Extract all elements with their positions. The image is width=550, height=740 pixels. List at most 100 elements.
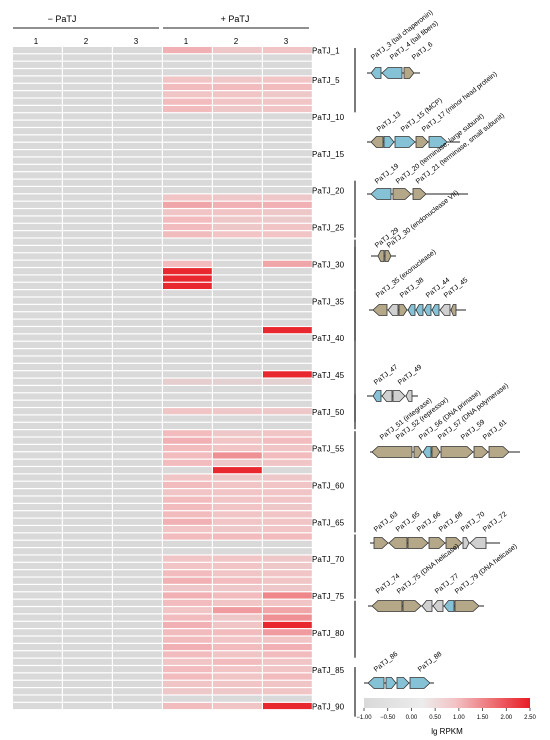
heatmap-cell (13, 680, 62, 687)
heatmap-cell (13, 245, 62, 253)
heatmap-cell (13, 481, 62, 488)
heatmap-cell (163, 386, 212, 393)
heatmap-cell (263, 157, 312, 164)
gene-arrow (383, 136, 395, 148)
heatmap-cell (213, 540, 262, 547)
heatmap-cell (13, 621, 62, 629)
scale-tick-label: 1.50 (477, 715, 489, 721)
heatmap-cell (213, 172, 262, 179)
heatmap-cell (13, 540, 62, 547)
heatmap-cell (263, 216, 312, 223)
heatmap-cell (263, 209, 312, 216)
gene-arrow (450, 304, 457, 316)
heatmap-cell (113, 312, 162, 319)
heatmap-cell (263, 268, 312, 275)
heatmap-cell (13, 327, 62, 334)
heatmap-cell (13, 422, 62, 430)
scale-tick-label: −1.00 (356, 715, 372, 721)
heatmap-cell (213, 503, 262, 511)
heatmap-cell (13, 607, 62, 614)
heatmap-cell (13, 312, 62, 319)
heatmap-cell (13, 577, 62, 584)
heatmap-cell (213, 187, 262, 194)
heatmap-cell (263, 113, 312, 120)
color-scale-title: lg RPKM (431, 727, 463, 736)
row-label: PaTJ_5 (312, 76, 340, 85)
heatmap-cell (213, 607, 262, 614)
heatmap-cell (63, 297, 112, 304)
heatmap-cell (263, 356, 312, 363)
heatmap-cell (163, 408, 212, 415)
gene-label: PaTJ_75 (DNA helicase) (396, 543, 461, 596)
gene-label: PaTJ_72 (482, 511, 508, 534)
heatmap-cell (213, 481, 262, 488)
heatmap-cell (13, 150, 62, 157)
heatmap-cell (213, 223, 262, 231)
heatmap-cell (263, 54, 312, 61)
heatmap-cell (213, 636, 262, 643)
heatmap-cell (213, 651, 262, 658)
heatmap-cell (163, 489, 212, 496)
heatmap-cell (163, 562, 212, 570)
heatmap-cell (263, 533, 312, 540)
heatmap-cell (63, 83, 112, 91)
heatmap-cell (213, 47, 262, 54)
heatmap-cell (163, 334, 212, 341)
heatmap-cell (163, 474, 212, 481)
heatmap-cell (63, 356, 112, 363)
gene-arrow (415, 136, 429, 148)
heatmap-cell (163, 83, 212, 91)
row-label: PaTJ_60 (312, 482, 345, 491)
heatmap-cell (13, 518, 62, 525)
heatmap-cell (113, 179, 162, 186)
heatmap-cell (163, 238, 212, 245)
row-label: PaTJ_45 (312, 371, 345, 380)
heatmap-cell (63, 223, 112, 231)
heatmap-cell (163, 157, 212, 164)
heatmap-cell (263, 135, 312, 142)
heatmap-cell (113, 253, 162, 260)
group-headers: − PaTJ + PaTJ 1 2 3 1 2 3 (13, 14, 309, 46)
heatmap-cell (113, 349, 162, 356)
heatmap-cell (263, 142, 312, 149)
heatmap-cell (63, 585, 112, 592)
heatmap-cell (63, 481, 112, 488)
heatmap-cell (113, 290, 162, 297)
heatmap-cell (13, 496, 62, 503)
gene-arrow (403, 67, 415, 79)
heatmap-cell (13, 231, 62, 238)
heatmap-cell (163, 570, 212, 577)
heatmap-cell (63, 629, 112, 636)
heatmap-cell (63, 304, 112, 312)
heatmap-cell (263, 430, 312, 437)
heatmap-cell (163, 194, 212, 201)
heatmap-cell (13, 562, 62, 570)
heatmap-cell (213, 231, 262, 238)
heatmap-cell (13, 142, 62, 149)
heatmap-cell (163, 400, 212, 407)
heatmap-cell (63, 371, 112, 378)
heatmap-cell (63, 408, 112, 415)
heatmap-cell (113, 585, 162, 592)
row-label: PaTJ_75 (312, 592, 345, 601)
heatmap-cell (13, 157, 62, 164)
heatmap-cell (213, 349, 262, 356)
heatmap-cell (63, 179, 112, 186)
heatmap-cell (13, 238, 62, 245)
minus-group-label: − PaTJ (48, 14, 77, 24)
heatmap-cell (113, 481, 162, 488)
heatmap-cell (263, 452, 312, 459)
heatmap-cell (113, 666, 162, 673)
heatmap-cell (213, 585, 262, 592)
heatmap-cell (13, 459, 62, 466)
gene-arrow (422, 446, 432, 458)
heatmap-cell (163, 452, 212, 459)
heatmap-cell (13, 297, 62, 304)
heatmap-cell (263, 290, 312, 297)
heatmap-cell (263, 201, 312, 208)
heatmap-cell (113, 98, 162, 105)
heatmap-cell (63, 459, 112, 466)
heatmap-cell (263, 341, 312, 348)
heatmap-cell (63, 187, 112, 194)
heatmap-cell (13, 526, 62, 533)
